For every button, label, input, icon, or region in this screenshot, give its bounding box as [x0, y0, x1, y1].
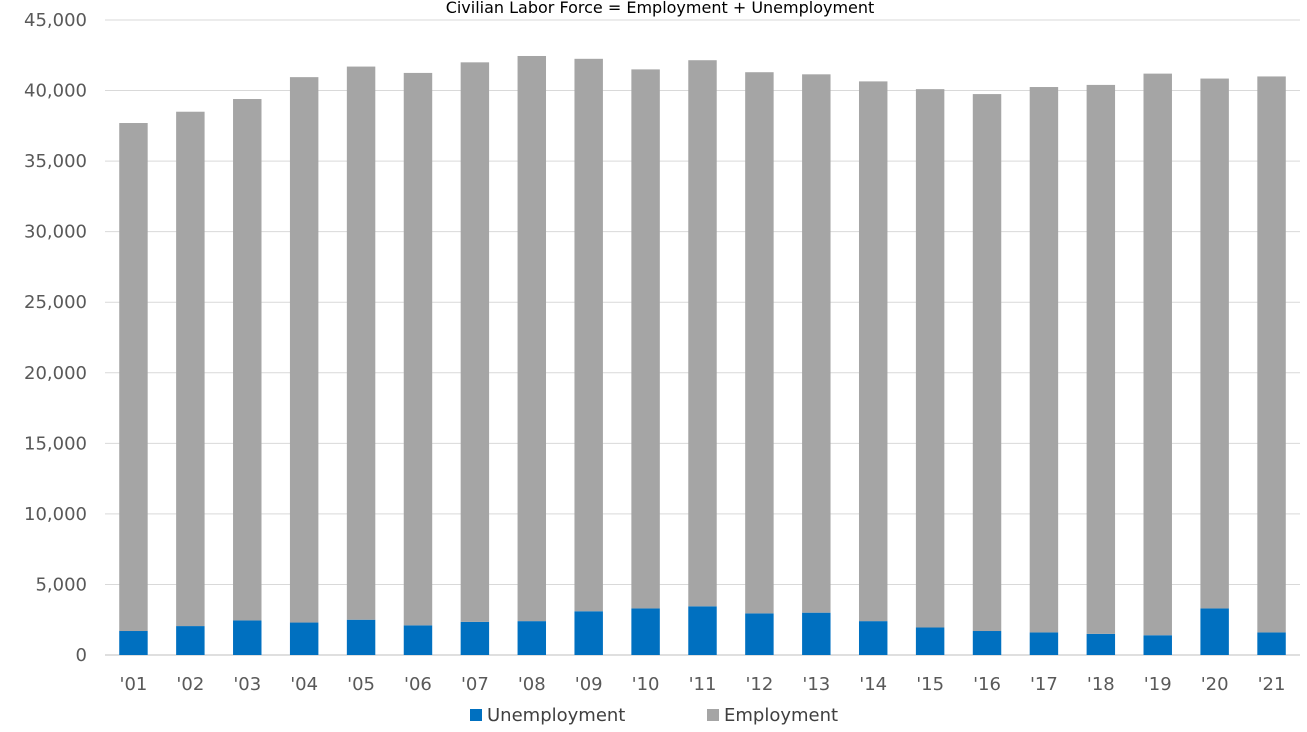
y-tick-label: 25,000 [24, 292, 87, 313]
x-tick-label: '05 [347, 674, 375, 695]
bar-employment-0 [119, 123, 148, 632]
bar-unemployment-0 [119, 631, 148, 655]
bar-unemployment-4 [346, 619, 376, 655]
bar-employment-17 [1086, 84, 1116, 634]
x-tick-label: '14 [859, 674, 887, 695]
y-tick-label: 20,000 [24, 363, 87, 384]
bar-employment-4 [346, 66, 376, 620]
bar-employment-11 [745, 72, 774, 614]
y-tick-label: 35,000 [24, 151, 87, 172]
bar-employment-8 [574, 58, 603, 612]
legend: Unemployment Employment [470, 705, 838, 726]
bar-unemployment-15 [972, 631, 1002, 655]
y-tick-label: 45,000 [24, 10, 87, 31]
x-tick-label: '11 [689, 674, 717, 695]
bar-employment-3 [289, 77, 319, 623]
x-axis-ticks: '01 '02 '03 '04 '05 '06 '07 '08 '09 '10 '11 '12 '13 '… [120, 674, 1286, 695]
bar-unemployment-10 [688, 606, 717, 655]
bar-unemployment-16 [1029, 632, 1059, 655]
x-tick-label: '01 [120, 674, 148, 695]
x-tick-label: '18 [1087, 674, 1115, 695]
bar-unemployment-6 [460, 621, 490, 655]
x-tick-label: '17 [1030, 674, 1058, 695]
bar-unemployment-17 [1086, 633, 1116, 655]
bar-employment-18 [1143, 73, 1172, 636]
y-tick-label: 10,000 [24, 504, 87, 525]
x-tick-label: '10 [632, 674, 660, 695]
x-tick-label: '08 [518, 674, 546, 695]
bar-employment-10 [688, 60, 717, 607]
bar-employment-2 [233, 99, 262, 621]
x-tick-label: '16 [973, 674, 1001, 695]
bar-unemployment-12 [802, 612, 831, 655]
x-tick-label: '13 [802, 674, 830, 695]
y-axis-ticks: 0 5,000 10,000 15,000 20,000 25,000 30,000 35,0… [24, 10, 87, 666]
bar-unemployment-2 [233, 620, 262, 655]
y-tick-label: 0 [76, 645, 87, 666]
bar-employment-5 [403, 72, 433, 626]
x-tick-label: '12 [745, 674, 773, 695]
x-tick-label: '09 [575, 674, 603, 695]
bar-unemployment-1 [176, 626, 205, 655]
bar-employment-9 [631, 69, 660, 609]
x-tick-label: '20 [1201, 674, 1229, 695]
x-tick-label: '02 [176, 674, 204, 695]
bar-employment-20 [1257, 76, 1286, 633]
bar-unemployment-11 [745, 613, 774, 655]
bar-unemployment-3 [289, 622, 319, 655]
x-tick-label: '04 [290, 674, 318, 695]
bar-unemployment-19 [1200, 608, 1229, 655]
bar-unemployment-8 [574, 611, 603, 655]
bar-employment-19 [1200, 78, 1229, 609]
x-tick-label: '21 [1258, 674, 1286, 695]
x-tick-label: '03 [233, 674, 261, 695]
y-tick-label: 5,000 [35, 574, 87, 595]
y-tick-label: 30,000 [24, 222, 87, 243]
bar-unemployment-14 [915, 627, 945, 655]
legend-swatch-employment [707, 709, 719, 721]
legend-swatch-unemployment [470, 709, 482, 721]
x-tick-label: '19 [1144, 674, 1172, 695]
bar-employment-12 [802, 74, 831, 613]
bar-unemployment-5 [403, 625, 433, 655]
bar-unemployment-9 [631, 608, 660, 655]
bar-employment-6 [460, 62, 490, 622]
bar-employment-14 [915, 89, 945, 628]
legend-label-unemployment: Unemployment [487, 705, 625, 726]
bar-employment-7 [517, 55, 547, 622]
y-tick-label: 15,000 [24, 433, 87, 454]
legend-label-employment: Employment [724, 705, 838, 726]
bar-unemployment-7 [517, 621, 547, 655]
bar-employment-13 [858, 81, 888, 622]
x-tick-label: '06 [404, 674, 432, 695]
x-tick-label: '15 [916, 674, 944, 695]
bar-unemployment-18 [1143, 635, 1172, 655]
bar-unemployment-20 [1257, 632, 1286, 655]
x-tick-label: '07 [461, 674, 489, 695]
bars [119, 55, 1286, 655]
bar-employment-15 [972, 94, 1002, 632]
bar-unemployment-13 [858, 621, 888, 655]
bar-employment-1 [176, 111, 205, 627]
chart-title: Civilian Labor Force = Employment + Unem… [446, 0, 875, 17]
y-tick-label: 40,000 [24, 81, 87, 102]
bar-employment-16 [1029, 87, 1059, 633]
